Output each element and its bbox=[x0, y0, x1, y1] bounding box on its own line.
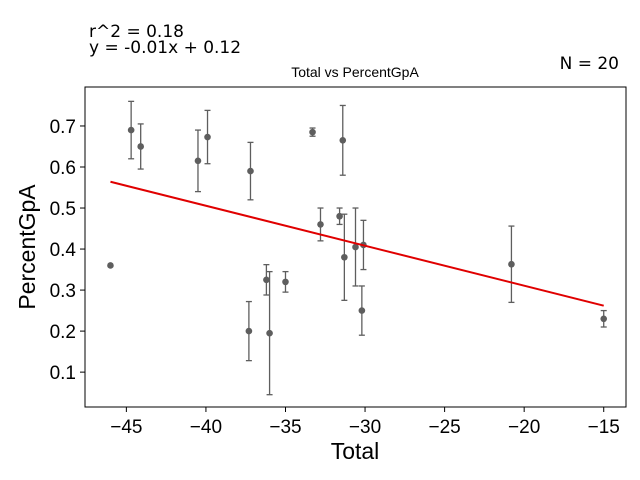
data-point-5 bbox=[245, 327, 253, 335]
data-point-10 bbox=[309, 128, 316, 136]
x-tick-label-4: −25 bbox=[428, 417, 460, 438]
y-tick-label-2: 0.3 bbox=[50, 281, 76, 302]
y-axis-label: PercentGpA bbox=[14, 184, 40, 310]
x-tick-label-0: −45 bbox=[110, 417, 142, 438]
data-point-18 bbox=[508, 260, 515, 268]
y-tick-label-1: 0.2 bbox=[50, 322, 76, 343]
y-tick-label-4: 0.5 bbox=[50, 199, 76, 220]
plot-area: −45 −40 −35 −30 −25 −20 −15 0.1 0.2 0.3 0.4 0.5 0.6 0… bbox=[50, 86, 627, 438]
data-point-3 bbox=[194, 157, 202, 165]
data-point-1 bbox=[127, 126, 135, 134]
data-point-15 bbox=[352, 243, 359, 251]
chart-title: Total vs PercentGpA bbox=[291, 64, 419, 80]
x-tick-label-5: −20 bbox=[508, 417, 540, 438]
data-point-2 bbox=[137, 143, 144, 150]
x-tick-label-2: −35 bbox=[269, 417, 301, 438]
data-point-16 bbox=[358, 307, 366, 314]
data-point-0 bbox=[107, 262, 114, 269]
data-point-9 bbox=[282, 278, 289, 286]
sample-size-annotation: N = 20 bbox=[560, 54, 619, 74]
data-point-13 bbox=[339, 137, 347, 144]
data-point-11 bbox=[317, 221, 324, 228]
data-point-19 bbox=[600, 315, 608, 323]
data-point-6 bbox=[247, 167, 254, 175]
y-tick-label-5: 0.6 bbox=[50, 158, 76, 179]
x-tick-label-1: −40 bbox=[190, 417, 222, 438]
data-point-12 bbox=[336, 212, 343, 220]
data-point-4 bbox=[204, 133, 211, 141]
equation-annotation: y = -0.01x + 0.12 bbox=[89, 38, 241, 58]
regression-line bbox=[110, 180, 604, 307]
data-point-8 bbox=[266, 329, 273, 337]
x-axis-label: Total bbox=[331, 438, 380, 464]
y-tick-label-0: 0.1 bbox=[50, 363, 76, 384]
axes-frame bbox=[84, 86, 627, 408]
y-tick-label-6: 0.7 bbox=[50, 117, 76, 138]
x-tick-label-6: −15 bbox=[588, 417, 620, 438]
x-tick-label-3: −30 bbox=[349, 417, 381, 438]
y-tick-label-3: 0.4 bbox=[50, 240, 77, 261]
r-squared-annotation: r^2 = 0.18 bbox=[89, 22, 184, 42]
data-point-7 bbox=[263, 276, 270, 284]
data-point-14 bbox=[341, 253, 348, 261]
